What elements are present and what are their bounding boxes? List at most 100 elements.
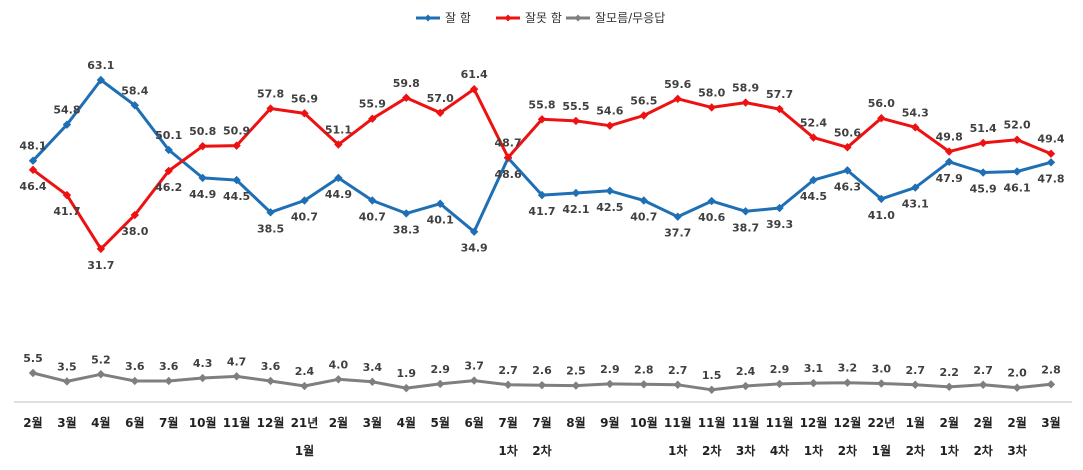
x-tick-label: 4월 (91, 415, 110, 430)
x-tick-sublabel: 1월 (872, 443, 891, 458)
data-point (436, 199, 445, 208)
data-point (130, 376, 139, 386)
x-tick-label: 11월 (766, 415, 794, 430)
data-point (978, 168, 988, 177)
x-tick-sublabel: 2차 (838, 443, 857, 458)
data-point (62, 190, 72, 200)
data-label: 47.9 (936, 172, 963, 185)
data-label: 2.9 (430, 363, 450, 376)
data-point (741, 381, 750, 391)
x-tick-label: 12월 (800, 415, 828, 430)
data-label: 2.7 (498, 364, 518, 377)
data-label: 50.6 (834, 126, 861, 139)
x-tick-sublabel: 1차 (668, 443, 687, 458)
data-label: 57.7 (766, 88, 793, 101)
data-label: 44.9 (325, 188, 352, 201)
data-label: 42.1 (562, 203, 589, 216)
data-point (1046, 149, 1056, 158)
data-label: 38.3 (393, 223, 420, 236)
data-label: 56.0 (868, 97, 895, 110)
x-tick-label: 7월 (159, 415, 178, 430)
x-tick-label: 5월 (431, 415, 450, 430)
x-tick-label: 22년 (867, 416, 895, 430)
x-tick-label: 11월 (698, 415, 726, 430)
data-label: 44.5 (223, 190, 250, 203)
data-label: 55.9 (359, 98, 386, 111)
data-point (707, 196, 716, 206)
data-label: 51.1 (325, 124, 352, 137)
data-point (300, 196, 309, 205)
data-label: 49.8 (936, 131, 963, 144)
legend-label: 잘못 함 (525, 11, 562, 25)
series-markers (28, 75, 1056, 394)
x-tick-label: 1월 (906, 415, 925, 430)
data-label: 39.3 (766, 218, 793, 231)
data-point (741, 207, 750, 216)
data-point (911, 183, 920, 192)
data-point (945, 147, 954, 156)
legend-marker (574, 14, 582, 22)
data-point (402, 93, 411, 102)
data-point (198, 373, 207, 383)
x-tick-label: 6월 (464, 415, 483, 430)
data-label: 55.8 (528, 98, 555, 111)
data-label: 37.7 (664, 227, 691, 240)
data-label: 41.0 (868, 209, 895, 222)
data-point (843, 378, 852, 387)
x-tick-sublabel: 4차 (770, 443, 789, 458)
x-tick-label: 9월 (600, 415, 619, 430)
data-label: 40.7 (291, 211, 318, 224)
x-tick-label: 12월 (834, 415, 862, 430)
data-label: 3.4 (363, 361, 383, 374)
data-point (96, 244, 106, 254)
data-point (945, 382, 954, 392)
data-label: 2.7 (973, 364, 993, 377)
data-point (978, 380, 988, 389)
data-label: 2.7 (668, 364, 688, 377)
data-point (28, 156, 38, 165)
data-label: 5.5 (23, 352, 43, 365)
data-label: 3.1 (804, 362, 824, 375)
data-label: 47.8 (1037, 172, 1064, 185)
data-label: 2.8 (1041, 363, 1061, 376)
data-label: 2.5 (566, 365, 586, 378)
x-tick-sublabel: 2차 (906, 443, 925, 458)
x-tick-sublabel: 2차 (973, 443, 992, 458)
data-point (605, 121, 615, 130)
data-labels: 48.1 54.8 63.1 58.4 50.1 44.9 44.5 38.5 40.7 44.9… (19, 59, 1064, 382)
data-point (469, 227, 479, 236)
data-point (368, 196, 377, 205)
legend-label: 잘 함 (445, 11, 471, 25)
x-tick-label: 2월 (940, 415, 959, 430)
data-label: 38.5 (257, 222, 284, 235)
data-point (605, 186, 615, 196)
data-point (571, 381, 581, 390)
series-lines (31, 78, 1052, 392)
data-point (1012, 135, 1022, 144)
data-label: 2.2 (939, 366, 959, 379)
data-label: 3.6 (125, 360, 145, 373)
data-label: 2.9 (600, 363, 620, 376)
data-point (96, 75, 106, 85)
data-label: 3.6 (159, 360, 179, 373)
data-label: 40.1 (427, 214, 454, 227)
data-point (28, 165, 38, 175)
data-point (639, 380, 648, 389)
data-point (232, 372, 241, 381)
data-label: 38.0 (121, 225, 148, 238)
x-tick-label: 11월 (664, 415, 692, 430)
x-tick-labels: 2월 3월 4월 6월 7월 10월 11월 12월 21년 1월 2월 3월 4월 5월 6월 7월 1차 7월… (23, 415, 1060, 458)
data-label: 2.6 (532, 364, 552, 377)
data-label: 48.1 (19, 140, 46, 153)
data-label: 43.1 (902, 198, 929, 211)
data-point (843, 143, 852, 152)
legend-entry: 잘모름/무응답 (566, 11, 665, 25)
x-tick-label: 7월 (498, 415, 517, 430)
data-point (198, 173, 207, 183)
x-tick-label: 11월 (732, 415, 760, 430)
data-point (775, 104, 784, 114)
data-point (877, 194, 886, 204)
data-point (300, 381, 309, 391)
data-point (911, 380, 920, 389)
data-point (469, 376, 479, 385)
